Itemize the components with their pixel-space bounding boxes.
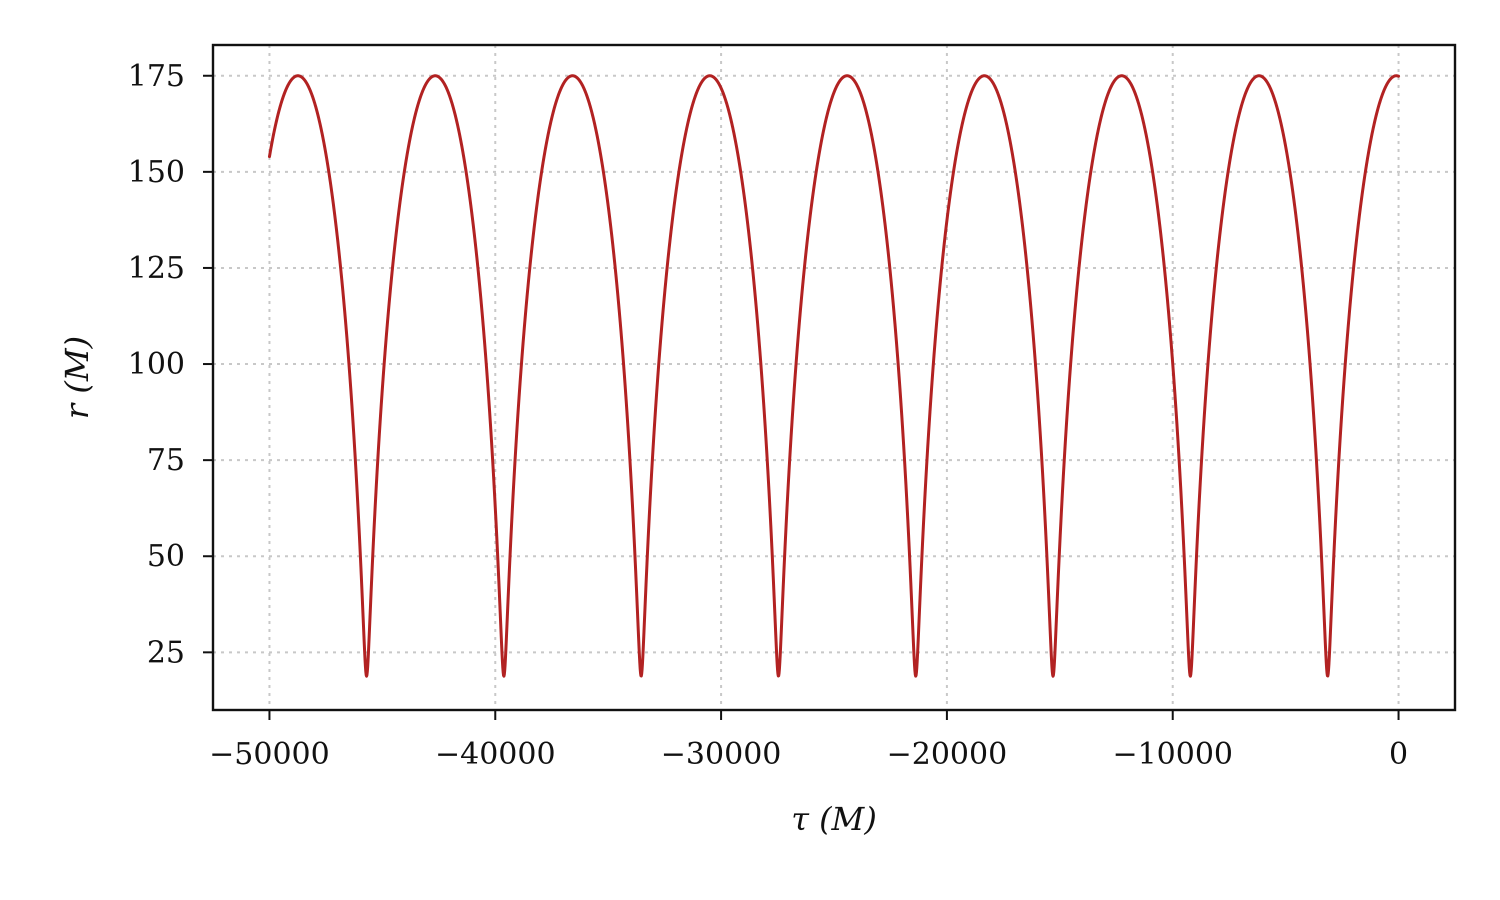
series-line-r	[267, 74, 1401, 678]
x-tick-label: −20000	[887, 737, 1008, 772]
series-layer	[267, 74, 1401, 678]
x-tick-label: −50000	[209, 737, 330, 772]
ticks: −50000 −40000 −30000 −20000 −10000 0 25 50 75 100…	[128, 59, 1408, 772]
y-tick-label: 50	[147, 539, 185, 574]
x-tick-label: −40000	[435, 737, 556, 772]
grid	[213, 45, 1455, 710]
y-tick-label: 75	[147, 443, 185, 478]
x-tick-label: 0	[1389, 737, 1408, 772]
y-tick-label: 150	[128, 155, 185, 190]
x-axis-label: τ (M)	[791, 800, 877, 838]
plot-frame	[211, 43, 1457, 712]
y-tick-label: 100	[128, 347, 185, 382]
y-axis-label: r (M)	[58, 336, 96, 419]
y-tick-label: 175	[128, 59, 185, 94]
y-tick-label: 25	[147, 635, 185, 670]
y-tick-label: 125	[128, 251, 185, 286]
x-tick-label: −10000	[1112, 737, 1233, 772]
x-tick-label: −30000	[661, 737, 782, 772]
